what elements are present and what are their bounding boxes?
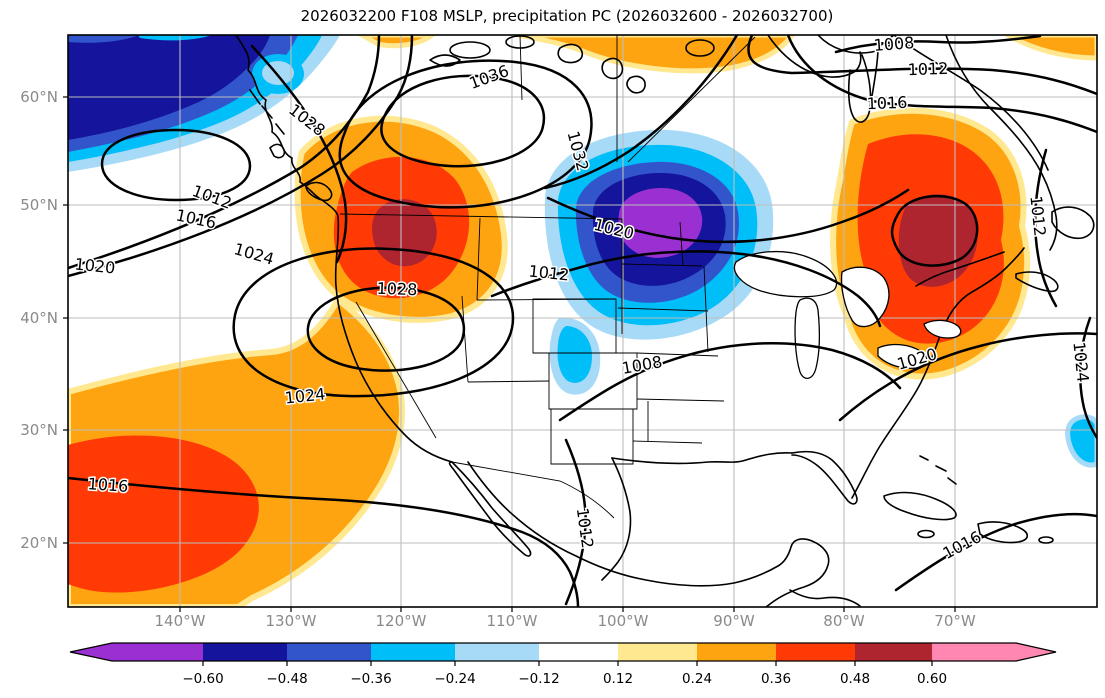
shade-north-band bbox=[517, 35, 796, 74]
contour-label: 1012 bbox=[1026, 195, 1049, 237]
shade-alaska-navy bbox=[68, 35, 270, 140]
colorbar-tick-label: −0.12 bbox=[518, 671, 559, 687]
state-borders bbox=[339, 35, 756, 519]
colorbar-segment bbox=[618, 643, 697, 661]
lon-label: 80°W bbox=[823, 612, 865, 630]
axis-ticks bbox=[63, 96, 956, 612]
colorbar-tick-label: −0.48 bbox=[266, 671, 307, 687]
lon-label: 90°W bbox=[713, 612, 755, 630]
plot-area: 1012 1016 1020 1024 1028 1028 1036 1032 … bbox=[68, 33, 1097, 607]
contour-label: 1036 bbox=[467, 61, 512, 93]
figure-title: 2026032200 F108 MSLP, precipitation PC (… bbox=[301, 7, 834, 25]
colorbar-tick-label: −0.24 bbox=[434, 671, 475, 687]
colorbar-under-arrow bbox=[70, 643, 112, 661]
colorbar-tick-label: 0.60 bbox=[917, 671, 947, 687]
shade-atlantic-cyan bbox=[1065, 414, 1097, 468]
lat-tick-labels: 60°N 50°N 40°N 30°N 20°N bbox=[20, 88, 58, 552]
great-lakes bbox=[733, 250, 962, 379]
lon-tick-labels: 140°W 130°W 120°W 110°W 100°W 90°W 80°W … bbox=[155, 612, 976, 630]
lon-label: 100°W bbox=[598, 612, 649, 630]
contour-label: 1024 bbox=[232, 239, 276, 268]
lon-label: 70°W bbox=[934, 612, 976, 630]
colorbar-segment bbox=[855, 643, 932, 661]
colorbar-segment bbox=[932, 643, 1016, 661]
colorbar-outline bbox=[69, 642, 1057, 662]
shade-pacific-red bbox=[68, 435, 259, 593]
colorbar-segment bbox=[455, 643, 539, 661]
colorbar-segment bbox=[287, 643, 371, 661]
contour-label: 1028 bbox=[376, 279, 417, 299]
colorbar-tick-label: −0.36 bbox=[350, 671, 391, 687]
grid-lines bbox=[68, 35, 1097, 607]
colorbar-ticks bbox=[202, 661, 933, 666]
shade-midwest-tail-cyan bbox=[557, 326, 592, 383]
contour-label: 1012 bbox=[190, 181, 235, 213]
contour-label: 1024 bbox=[1069, 341, 1092, 383]
lon-label: 130°W bbox=[266, 612, 317, 630]
shade-alaska-top-blue-strip bbox=[68, 35, 140, 43]
contour-label: 1016 bbox=[940, 527, 985, 563]
colorbar-tick-label: 0.12 bbox=[603, 671, 633, 687]
contour-label: 1020 bbox=[74, 254, 116, 277]
colorbar-tick-label: −0.60 bbox=[182, 671, 223, 687]
lat-label: 20°N bbox=[20, 534, 58, 552]
contour-label: 1008 bbox=[620, 352, 663, 378]
colorbar-segment bbox=[203, 643, 287, 661]
colorbar-segment bbox=[112, 643, 203, 661]
lon-label: 140°W bbox=[155, 612, 206, 630]
contour-label: 1016 bbox=[87, 474, 129, 496]
colorbar-tick-labels: −0.60 −0.48 −0.36 −0.24 −0.12 0.12 0.24 … bbox=[182, 671, 947, 687]
precip-shading bbox=[68, 35, 1097, 607]
lon-label: 110°W bbox=[487, 612, 538, 630]
colorbar-segment bbox=[697, 643, 776, 661]
colorbar-tick-label: 0.36 bbox=[761, 671, 791, 687]
lat-label: 30°N bbox=[20, 421, 58, 439]
colorbar-tick-label: 0.24 bbox=[682, 671, 712, 687]
colorbar-tick-label: 0.48 bbox=[840, 671, 870, 687]
colorbar-segment bbox=[776, 643, 855, 661]
mslp-contours bbox=[68, 35, 1097, 607]
lon-label: 120°W bbox=[376, 612, 427, 630]
shade-coast-pocket-lightblue bbox=[262, 61, 294, 85]
colorbar: −0.60 −0.48 −0.36 −0.24 −0.12 0.12 0.24 … bbox=[69, 642, 1057, 687]
colorbar-over-arrow bbox=[1016, 643, 1056, 661]
lat-label: 40°N bbox=[20, 309, 58, 327]
shade-north-band-small bbox=[356, 35, 436, 49]
contour-label: 1008 bbox=[873, 33, 915, 55]
contour-label: 1016 bbox=[866, 93, 907, 113]
lat-label: 60°N bbox=[20, 88, 58, 106]
shade-alaska-top-cyan-strip bbox=[138, 35, 212, 41]
plot-frame bbox=[67, 34, 1098, 608]
contour-label: 1012 bbox=[907, 59, 948, 79]
lat-label: 50°N bbox=[20, 196, 58, 214]
colorbar-segment bbox=[539, 643, 618, 661]
colorbar-segment bbox=[371, 643, 455, 661]
